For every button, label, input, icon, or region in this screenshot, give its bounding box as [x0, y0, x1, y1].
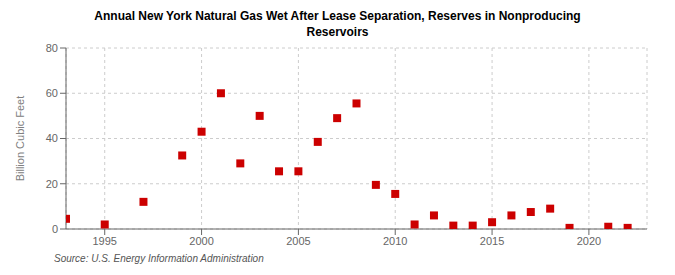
svg-text:80: 80 [46, 42, 58, 54]
svg-text:2005: 2005 [286, 235, 310, 247]
html-text:Annual New York Natural Gas We: Annual New York Natural Gas Wet After Le… [94, 9, 581, 39]
svg-text:0: 0 [52, 223, 58, 235]
svg-text:Billion Cubic Feet: Billion Cubic Feet [14, 96, 26, 182]
svg-text:1995: 1995 [92, 235, 116, 247]
svg-text:2010: 2010 [383, 235, 407, 247]
svg-text:60: 60 [46, 87, 58, 99]
html-text:Source: U.S. Energy Informatio: Source: U.S. Energy Information Administ… [54, 253, 264, 264]
svg-text:2000: 2000 [189, 235, 213, 247]
svg-text:40: 40 [46, 132, 58, 144]
svg-text:20: 20 [46, 178, 58, 190]
svg-text:2015: 2015 [480, 235, 504, 247]
svg-text:2020: 2020 [577, 235, 601, 247]
